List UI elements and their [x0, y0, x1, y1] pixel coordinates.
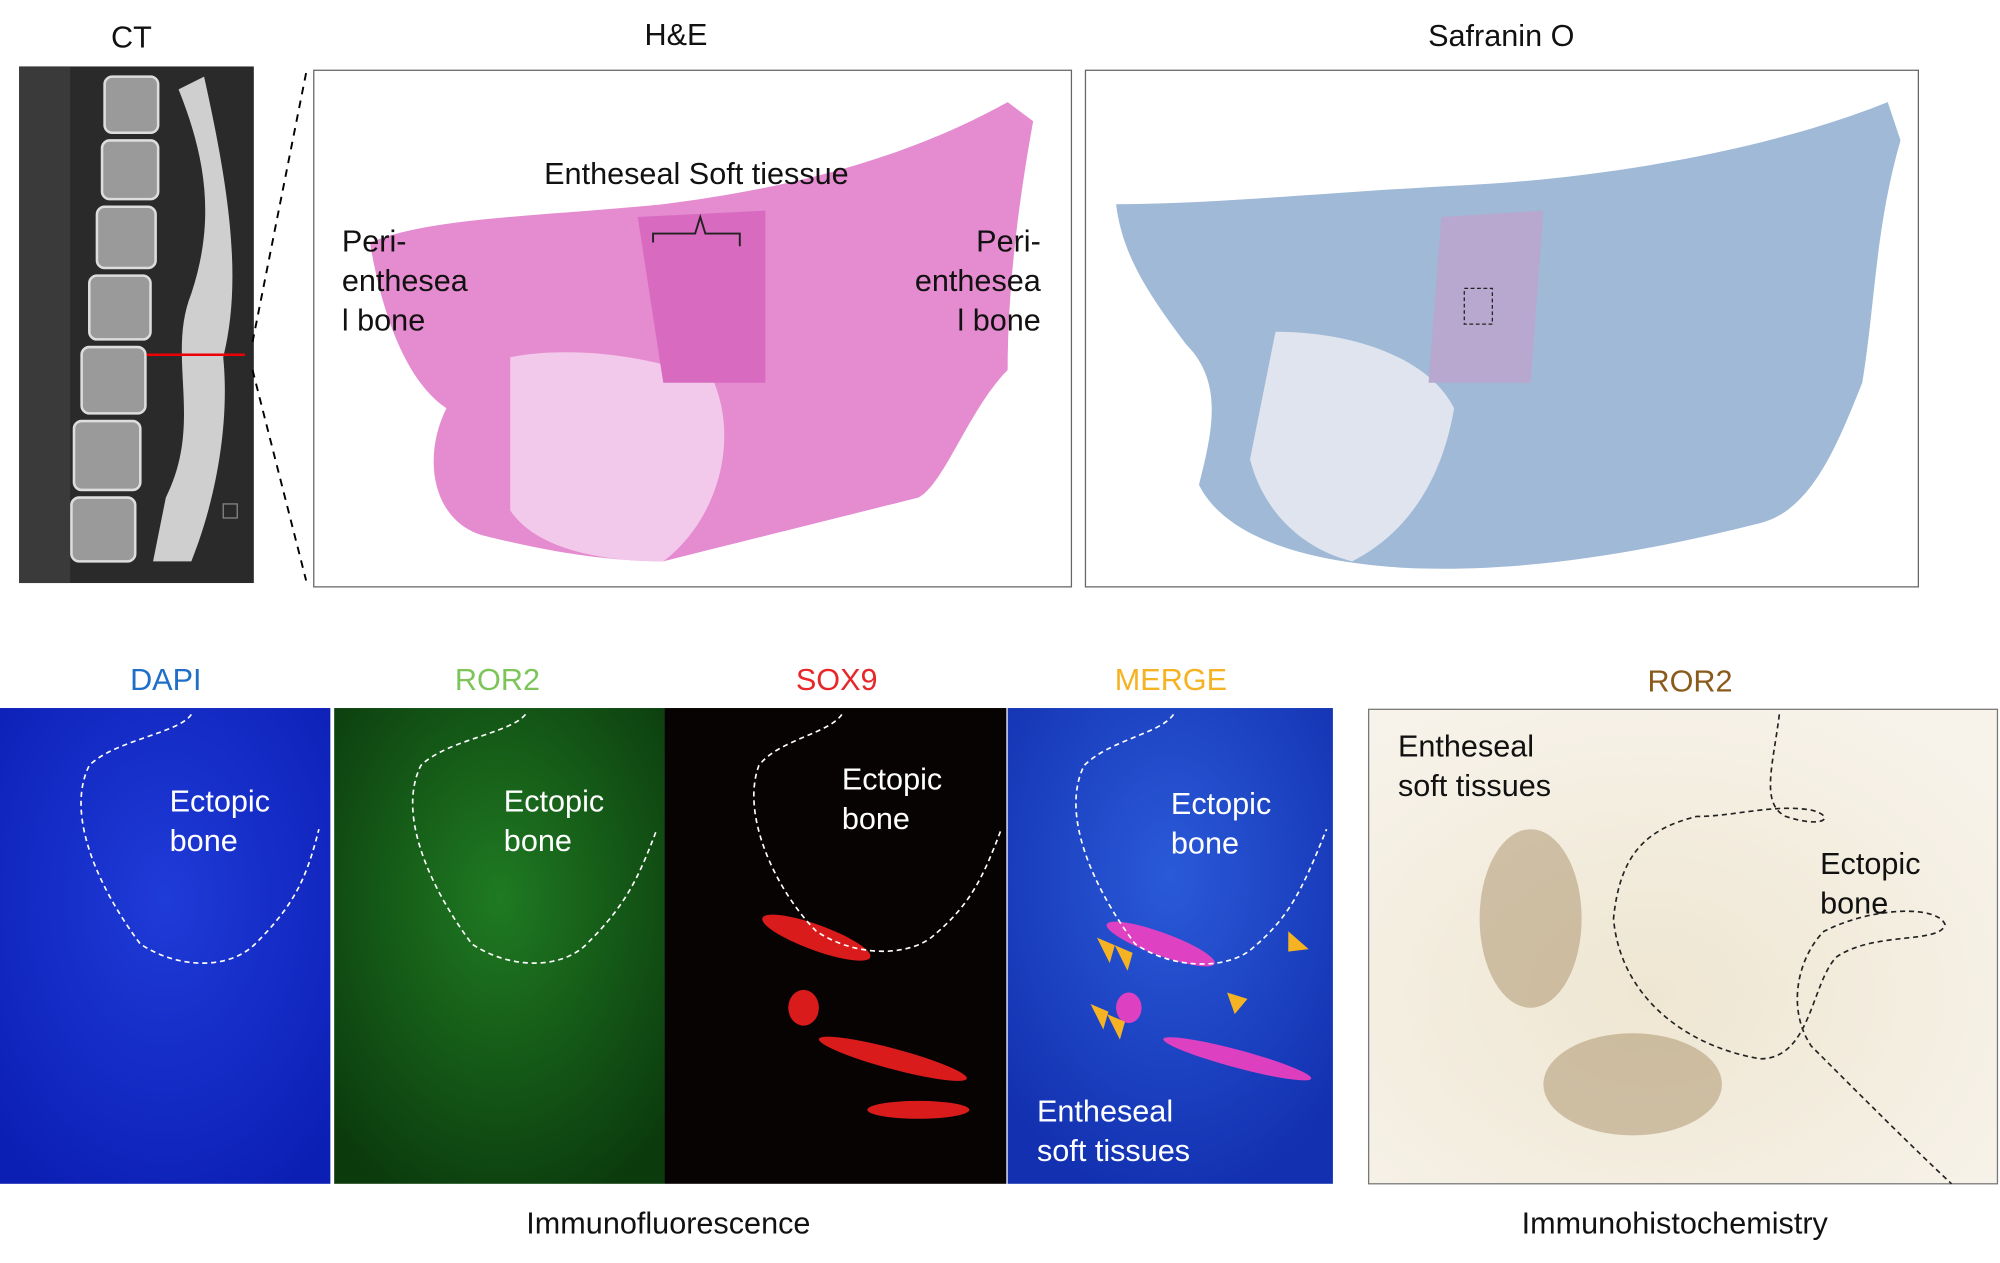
if-label: Ectopic [842, 763, 942, 797]
if-channel-title: ROR2 [455, 663, 540, 697]
ihc-label: Ectopic [1820, 847, 1920, 881]
he-left-label: Peri- [342, 224, 407, 258]
safranin-title: Safranin O [1428, 19, 1574, 53]
if-channel-title: SOX9 [796, 663, 878, 697]
he-left-label: enthesea [342, 264, 469, 298]
if-label: Ectopic [170, 784, 270, 818]
if-channel-title: MERGE [1115, 663, 1227, 697]
he-right-label: l bone [957, 303, 1040, 337]
ct-image [19, 66, 254, 584]
he-left-label: l bone [342, 303, 425, 337]
if-label: bone [170, 824, 238, 858]
he-title: H&E [645, 18, 708, 52]
ihc-image [1367, 708, 1999, 1185]
ihc-label: bone [1820, 886, 1888, 920]
ror2-image [334, 708, 665, 1184]
if-channel-title: DAPI [130, 663, 201, 697]
ct-title: CT [111, 20, 152, 54]
he-right-label: Peri- [976, 224, 1041, 258]
if-caption: Immunofluorescence [526, 1207, 810, 1241]
ihc-caption: Immunohistochemistry [1522, 1207, 1829, 1241]
ihc-soft-label: soft tissues [1398, 769, 1551, 803]
if-label: bone [1171, 826, 1239, 860]
ihc-title: ROR2 [1648, 664, 1733, 698]
he-right-label: enthesea [915, 264, 1042, 298]
if-label: bone [842, 802, 910, 836]
he-center-label: Entheseal Soft tiessue [544, 157, 849, 191]
if-label: Ectopic [1171, 787, 1271, 821]
if-soft-label: soft tissues [1037, 1134, 1190, 1168]
if-label: Ectopic [504, 784, 604, 818]
if-soft-label: Entheseal [1037, 1094, 1173, 1128]
ihc-soft-label: Entheseal [1398, 729, 1534, 763]
if-label: bone [504, 824, 572, 858]
dapi-image [0, 708, 331, 1184]
